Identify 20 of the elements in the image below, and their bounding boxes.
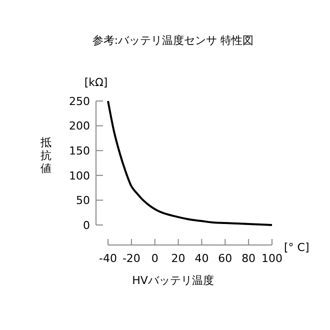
- text: [° C]: [284, 241, 310, 254]
- y-tick-label: 0: [83, 218, 90, 232]
- y-tick-label: 100: [69, 169, 90, 182]
- text: [kΩ]: [84, 76, 108, 89]
- y-axis-title: 抵抗値: [40, 136, 52, 175]
- chart-title: 参考:バッテリ温度センサ 特性図: [92, 34, 254, 47]
- line-series: [107, 100, 273, 226]
- x-tick-label: 40: [194, 252, 209, 265]
- x-tick-label: 80: [242, 252, 256, 265]
- y-tick-label: 200: [69, 120, 90, 133]
- x-tick-label: -20: [122, 252, 140, 265]
- x-axis-title: HVバッテリ温度: [132, 274, 214, 287]
- x-tick-label: 100: [262, 252, 282, 265]
- x-tick-label: 60: [218, 252, 232, 265]
- x-tick-label: -40: [99, 252, 117, 265]
- x-tick-label: 0: [151, 252, 158, 265]
- y-tick-label: 50: [76, 194, 90, 208]
- y-tick-label: 150: [69, 144, 90, 158]
- y-tick-label: 250: [69, 94, 90, 108]
- x-tick-label: 20: [171, 252, 186, 265]
